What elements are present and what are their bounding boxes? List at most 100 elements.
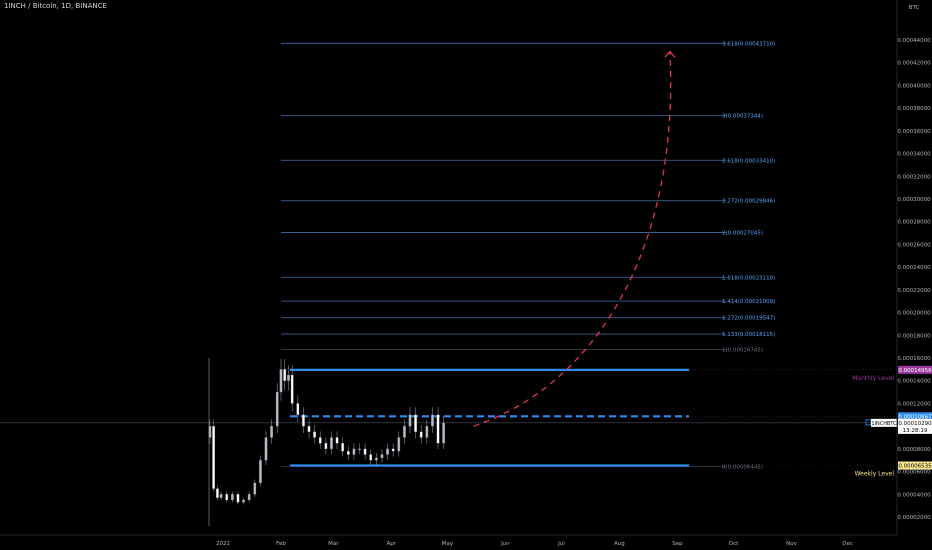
monthly-level-badge-label: 0.00014956 bbox=[898, 368, 932, 374]
current-price-badge-label: 0.00010290 bbox=[898, 421, 932, 427]
weekly-level-badge-bg bbox=[898, 461, 932, 470]
x-tick-label: Nov bbox=[786, 541, 797, 547]
x-tick-label: Dec bbox=[842, 541, 853, 547]
candle-body-2 bbox=[216, 488, 219, 498]
candle-body-4 bbox=[225, 494, 229, 501]
candle-body-17 bbox=[290, 374, 294, 404]
candle-body-31 bbox=[369, 454, 373, 461]
candle-body-29 bbox=[358, 448, 361, 451]
fib-label-1.618: 1.618(0.00023110) bbox=[722, 275, 775, 281]
dashed-level-badge-label: 0.00010867 bbox=[898, 414, 932, 420]
fib-label-2.618: 2.618(0.00033410) bbox=[722, 158, 775, 164]
candle-body-34 bbox=[386, 448, 389, 455]
candle-body-1 bbox=[212, 425, 215, 489]
candle-body-10 bbox=[259, 460, 262, 484]
y-tick-label: 0.00008000 bbox=[897, 447, 931, 453]
candle-body-36 bbox=[397, 437, 401, 452]
x-tick-label: Jun bbox=[500, 541, 510, 547]
x-tick-label: Apr bbox=[387, 541, 397, 547]
symbol-tag-bg bbox=[871, 418, 897, 427]
fib-label-0: 0(0.00006445) bbox=[722, 465, 763, 471]
candle-body-30 bbox=[363, 448, 367, 455]
y-tick-label: 0.00030000 bbox=[897, 197, 931, 203]
fib-extension-group: 3.618(0.00043710) 3(0.00037344) 2.618(0.00… bbox=[281, 41, 775, 471]
candle-body-44 bbox=[442, 422, 446, 444]
candle-body-9 bbox=[253, 482, 257, 495]
y-tick-label: 0.00022000 bbox=[897, 288, 931, 294]
y-tick-label: 0.00006000 bbox=[897, 470, 931, 476]
level-label-2: Weekly Level bbox=[855, 470, 895, 477]
x-tick-label: Jul bbox=[557, 541, 565, 547]
y-tick-label: 0.00026000 bbox=[897, 242, 931, 248]
candle-body-40 bbox=[419, 431, 423, 438]
chart-title: 1INCH / Bitcoin, 1D, BINANCE bbox=[4, 2, 107, 10]
candle-body-32 bbox=[374, 457, 378, 461]
projection-group bbox=[473, 50, 676, 427]
projection-arrow-curve bbox=[473, 51, 672, 427]
y-tick-label: 0.00040000 bbox=[897, 83, 931, 89]
candle-body-39 bbox=[414, 414, 417, 432]
y-tick-label: 0.00032000 bbox=[897, 174, 931, 180]
weekly-level-badge-label: 0.00006535 bbox=[898, 463, 932, 469]
fib-label-1: 1(0.00016745) bbox=[722, 348, 763, 354]
candle-body-22 bbox=[318, 437, 322, 444]
candle-body-6 bbox=[236, 494, 240, 503]
candle-body-38 bbox=[408, 414, 412, 427]
x-tick-label: 2021 bbox=[216, 541, 230, 547]
levels-group: Monthly Level Weekly Level 1INCHBTC bbox=[0, 368, 897, 477]
symbol-title: 1INCH / Bitcoin, 1D, BINANCE bbox=[4, 2, 107, 10]
y-tick-label: 0.00016000 bbox=[897, 356, 931, 362]
y-tick-label: 0.00028000 bbox=[897, 220, 931, 226]
current-price-badge-bg bbox=[898, 418, 932, 434]
candle-body-41 bbox=[425, 425, 429, 438]
candle-body-13 bbox=[275, 391, 279, 427]
y-tick-label: 0.00002000 bbox=[897, 515, 931, 521]
x-tick-label: May bbox=[442, 541, 454, 547]
candle-body-28 bbox=[352, 448, 356, 455]
fib-label-3.618: 3.618(0.00043710) bbox=[722, 41, 775, 47]
current-price-badge-extra: 13:28:19 bbox=[903, 428, 928, 434]
candle-body-21 bbox=[313, 431, 316, 438]
y-tick-label: 0.00038000 bbox=[897, 106, 931, 112]
x-tick-label: Aug bbox=[614, 541, 625, 547]
y-tick-label: 0.00044000 bbox=[897, 38, 931, 44]
candle-body-42 bbox=[431, 414, 434, 427]
candle-body-19 bbox=[302, 414, 305, 427]
symbol-tag-label: 1INCHBTC bbox=[871, 421, 897, 427]
candle-body-7 bbox=[242, 499, 245, 503]
candle-body-35 bbox=[391, 448, 395, 452]
dashed-level-badge-bg bbox=[898, 412, 932, 421]
candle-body-3 bbox=[219, 494, 223, 498]
candle-body-27 bbox=[346, 450, 350, 455]
y-tick-label: 0.00036000 bbox=[897, 129, 931, 135]
fib-label-2: 2(0.00027045) bbox=[722, 231, 763, 237]
currency-label: BTC bbox=[909, 5, 920, 11]
fib-label-1.414: 1.414(0.00021009) bbox=[722, 299, 775, 305]
candle-body-26 bbox=[341, 443, 345, 452]
candle-body-14 bbox=[279, 369, 283, 393]
candle-body-12 bbox=[270, 425, 273, 438]
candle-body-11 bbox=[264, 437, 268, 461]
candle-body-20 bbox=[307, 425, 311, 432]
y-tick-label: 0.00012000 bbox=[897, 401, 931, 407]
candle-body-24 bbox=[330, 437, 333, 450]
x-tick-label: Feb bbox=[276, 541, 286, 547]
y-tick-label: 0.00020000 bbox=[897, 311, 931, 317]
candle-body-5 bbox=[230, 494, 234, 501]
candle-body-16 bbox=[287, 374, 290, 381]
candle-body-43 bbox=[436, 414, 440, 444]
y-tick-label: 0.00014000 bbox=[897, 379, 931, 385]
monthly-level-badge-bg bbox=[898, 365, 932, 374]
candle-body-25 bbox=[335, 437, 339, 444]
level-label-0: Monthly Level bbox=[852, 375, 894, 382]
price-alert-marker bbox=[865, 419, 872, 426]
candles-group bbox=[208, 358, 446, 527]
fib-label-1.272: 1.272(0.00019547) bbox=[722, 316, 775, 322]
x-tick-label: Oct bbox=[729, 541, 739, 547]
candle-body-8 bbox=[247, 494, 251, 501]
y-tick-label: 0.00034000 bbox=[897, 152, 931, 158]
candle-body-18 bbox=[296, 403, 300, 415]
